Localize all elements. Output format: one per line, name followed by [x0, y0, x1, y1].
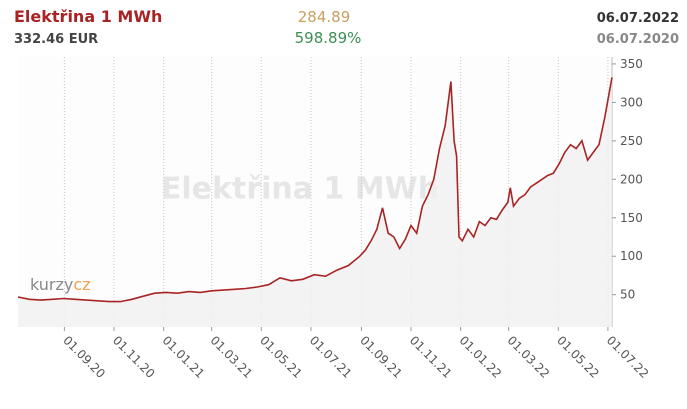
x-tick-label: 01.01.21: [160, 333, 208, 381]
x-tick-label: 01.07.22: [604, 333, 652, 381]
y-tick-label: 100: [620, 249, 643, 263]
x-tick-label: 01.05.22: [554, 333, 602, 381]
date: 06.07.2022: [597, 11, 679, 26]
y-tick-label: 350: [620, 57, 643, 71]
date-prev: 06.07.2020: [597, 32, 679, 47]
title: Elektřina 1 MWh: [14, 7, 162, 26]
logo-right: cz: [73, 275, 90, 294]
change-pct: 598.89%: [295, 29, 362, 47]
watermark: Elektřina 1 MWh: [161, 172, 439, 207]
y-tick-label: 150: [620, 211, 643, 225]
x-tick-label: 01.05.21: [257, 333, 305, 381]
price: 332.46 EUR: [14, 32, 98, 47]
x-tick-label: 01.03.21: [208, 333, 256, 381]
line: [17, 77, 613, 303]
logo: kurzycz: [30, 275, 91, 294]
y-tick-label: 300: [620, 95, 643, 109]
x-tick-label: 01.11.20: [110, 333, 158, 381]
y-tick-label: 200: [620, 172, 643, 186]
x-tick-label: 01.11.21: [407, 333, 455, 381]
change: 284.89: [298, 8, 351, 26]
x-tick-label: 01.03.22: [505, 333, 553, 381]
area: [18, 77, 612, 328]
x-tick-label: 01.01.22: [457, 333, 505, 381]
x-tick-label: 01.07.21: [307, 333, 355, 381]
x-tick-label: 01.09.21: [357, 333, 405, 381]
y-tick-label: 50: [620, 288, 635, 302]
y-tick-label: 250: [620, 134, 643, 148]
logo-left: kurzy: [30, 275, 73, 294]
x-tick-label: 01.09.20: [60, 333, 108, 381]
